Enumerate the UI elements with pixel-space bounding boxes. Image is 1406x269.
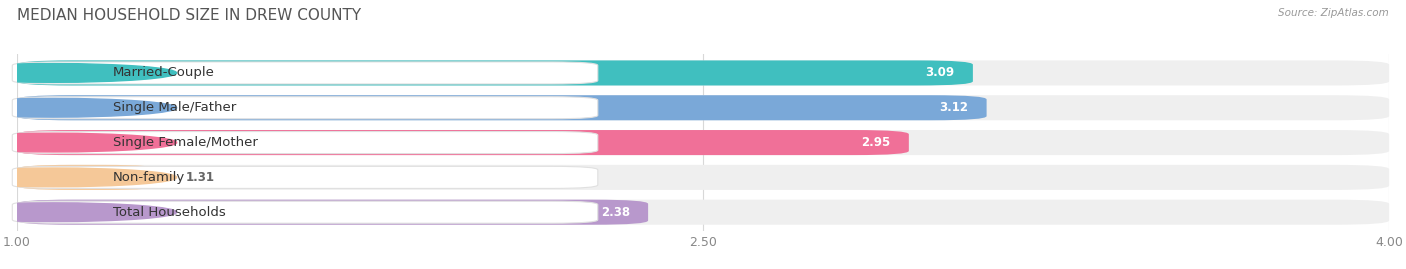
Text: 2.38: 2.38 — [600, 206, 630, 219]
FancyBboxPatch shape — [17, 130, 908, 155]
Text: Married-Couple: Married-Couple — [112, 66, 215, 79]
FancyBboxPatch shape — [13, 166, 598, 188]
Text: Single Male/Father: Single Male/Father — [112, 101, 236, 114]
Text: 3.09: 3.09 — [925, 66, 955, 79]
FancyBboxPatch shape — [13, 132, 598, 154]
FancyBboxPatch shape — [13, 201, 598, 223]
Text: MEDIAN HOUSEHOLD SIZE IN DREW COUNTY: MEDIAN HOUSEHOLD SIZE IN DREW COUNTY — [17, 8, 361, 23]
FancyBboxPatch shape — [17, 130, 1389, 155]
FancyBboxPatch shape — [17, 95, 987, 120]
FancyBboxPatch shape — [13, 62, 598, 84]
FancyBboxPatch shape — [17, 165, 1389, 190]
Text: Non-family: Non-family — [112, 171, 186, 184]
Text: 3.12: 3.12 — [939, 101, 969, 114]
Circle shape — [0, 133, 177, 152]
FancyBboxPatch shape — [17, 61, 1389, 86]
FancyBboxPatch shape — [17, 95, 1389, 120]
Text: 1.31: 1.31 — [186, 171, 215, 184]
Circle shape — [0, 168, 177, 187]
FancyBboxPatch shape — [17, 165, 159, 190]
FancyBboxPatch shape — [13, 97, 598, 119]
Circle shape — [0, 203, 177, 222]
Circle shape — [0, 63, 177, 82]
Text: Source: ZipAtlas.com: Source: ZipAtlas.com — [1278, 8, 1389, 18]
Text: Single Female/Mother: Single Female/Mother — [112, 136, 257, 149]
FancyBboxPatch shape — [17, 200, 648, 225]
Text: 2.95: 2.95 — [862, 136, 890, 149]
FancyBboxPatch shape — [17, 200, 1389, 225]
Circle shape — [0, 98, 177, 117]
Text: Total Households: Total Households — [112, 206, 226, 219]
FancyBboxPatch shape — [17, 61, 973, 86]
